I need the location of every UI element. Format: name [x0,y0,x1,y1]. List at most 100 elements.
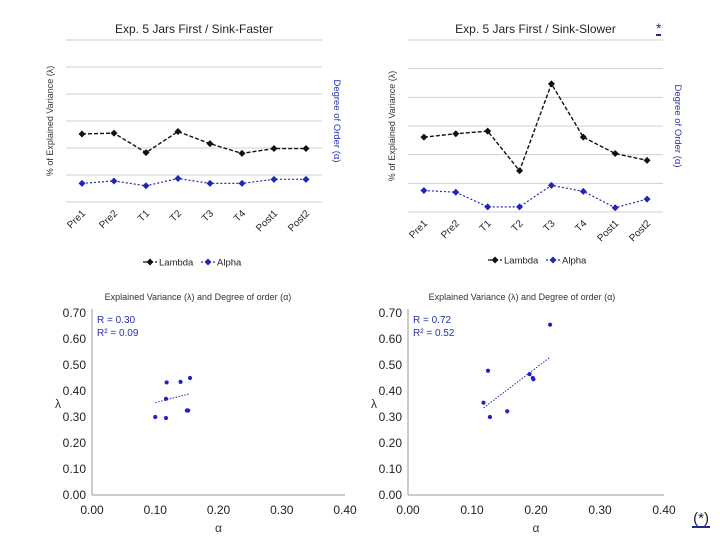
y-tick-label: 0.20 [63,436,87,450]
data-point-alpha [516,203,524,211]
data-point-alpha [611,204,619,212]
data-point-lambda [270,145,278,153]
line-chart-svg: Exp. 5 Jars First / Sink-Faster % of Expl… [45,22,342,269]
legend-swatch-marker [491,256,499,264]
scatter-point [531,377,536,382]
data-point-alpha [302,175,310,183]
x-tick-label: 0.00 [80,503,104,517]
x-tick-label: Post2 [627,218,653,244]
data-point-alpha [452,188,460,196]
x-tick-label: 0.10 [460,503,484,517]
x-tick-label: Post1 [595,218,621,244]
scatter-chart-left: Explained Variance (λ) and Degree of ord… [0,285,360,540]
y-tick-label: 0.70 [379,306,403,320]
y-axis-label-left: % of Explained Variance (λ) [45,66,55,176]
x-tick-label: T1 [478,218,494,234]
x-tick-label: 0.40 [652,503,676,517]
x-tick-label: T3 [200,208,216,224]
data-point-alpha [110,177,118,185]
x-tick-label: T2 [510,218,526,234]
legend-label: Lambda [504,256,539,267]
x-tick-label: Post1 [254,208,280,234]
data-point-lambda [643,156,651,164]
scatter-point [153,414,158,420]
data-point-alpha [643,195,651,203]
y-tick-label: 0.70 [63,306,87,320]
data-point-lambda [579,133,587,141]
legend-swatch-marker [146,258,154,266]
x-tick-label: T4 [573,218,589,234]
chart-title: Explained Variance (λ) and Degree of ord… [429,292,616,302]
scatter-point [163,415,169,421]
legend-label: Alpha [217,258,242,269]
y-tick-label: 0.30 [379,410,403,424]
significance-marker: * [656,20,662,36]
y-tick-label: 0.60 [379,332,403,346]
data-point-lambda [78,130,86,138]
x-tick-label: T1 [136,208,152,224]
data-point-lambda [174,128,182,136]
data-point-alpha [484,203,492,211]
data-point-lambda [611,150,619,158]
r-squared-value: R² = 0.52 [413,328,455,339]
series-line-lambda [81,130,306,155]
scatter-point [187,375,193,381]
chart-title: Exp. 5 Jars First / Sink-Faster [115,22,273,36]
data-point-lambda [238,149,246,157]
x-tick-label: 0.30 [270,503,294,517]
x-tick-label: T4 [232,208,248,224]
scatter-point [505,409,510,414]
scatter-chart-svg: Explained Variance (λ) and Degree of ord… [55,292,357,535]
data-point-lambda [420,133,428,141]
y-tick-label: 0.00 [379,488,403,502]
scatter-point [547,322,553,327]
series-line-alpha [423,184,648,209]
data-point-alpha [270,175,278,183]
x-tick-label: Pre2 [439,218,462,241]
legend-swatch-marker [204,258,212,266]
r-value: R = 0.30 [97,315,136,326]
y-axis-label: λ [371,397,377,411]
legend-label: Lambda [159,258,194,269]
scatter-point [481,400,486,405]
series-line-alpha [81,177,306,187]
y-axis-label: λ [55,397,61,411]
data-point-alpha [579,187,587,195]
x-tick-label: 0.40 [333,503,357,517]
trend-line [155,393,191,404]
x-tick-label: Pre1 [407,218,430,241]
data-point-lambda [206,140,214,148]
chart-title: Exp. 5 Jars First / Sink-Slower [455,22,616,36]
data-point-alpha [142,182,150,190]
corner-significance-note: (*) [692,510,710,528]
data-point-lambda [302,145,310,153]
data-point-alpha [174,175,182,183]
data-point-alpha [238,179,246,187]
data-point-lambda [484,127,492,135]
data-point-lambda [142,149,150,157]
y-axis-label-right: Degree of Order (α) [672,84,683,167]
y-tick-label: 0.50 [379,358,403,372]
trend-line [483,356,551,409]
x-tick-label: 0.20 [207,503,231,517]
line-chart-sink-faster: Exp. 5 Jars First / Sink-Faster % of Expl… [0,0,360,280]
scatter-point [485,368,491,373]
chart-title: Explained Variance (λ) and Degree of ord… [105,292,292,302]
y-tick-label: 0.10 [63,462,87,476]
x-tick-label: 0.20 [524,503,548,517]
data-point-lambda [452,130,460,138]
y-tick-label: 0.40 [379,384,403,398]
x-tick-label: 0.30 [588,503,612,517]
x-axis-label: α [533,521,540,535]
scatter-point [163,396,169,401]
y-axis-label-right: Degree of Order (α) [331,79,342,162]
data-point-alpha [206,179,214,187]
x-tick-label: Pre1 [65,208,88,231]
data-point-alpha [420,187,428,194]
r-value: R = 0.72 [413,315,452,326]
x-tick-label: T2 [168,208,184,224]
scatter-chart-svg: Explained Variance (λ) and Degree of ord… [371,292,676,535]
y-tick-label: 0.10 [379,462,403,476]
scatter-chart-right: Explained Variance (λ) and Degree of ord… [360,285,720,540]
legend-swatch-marker [549,256,557,264]
